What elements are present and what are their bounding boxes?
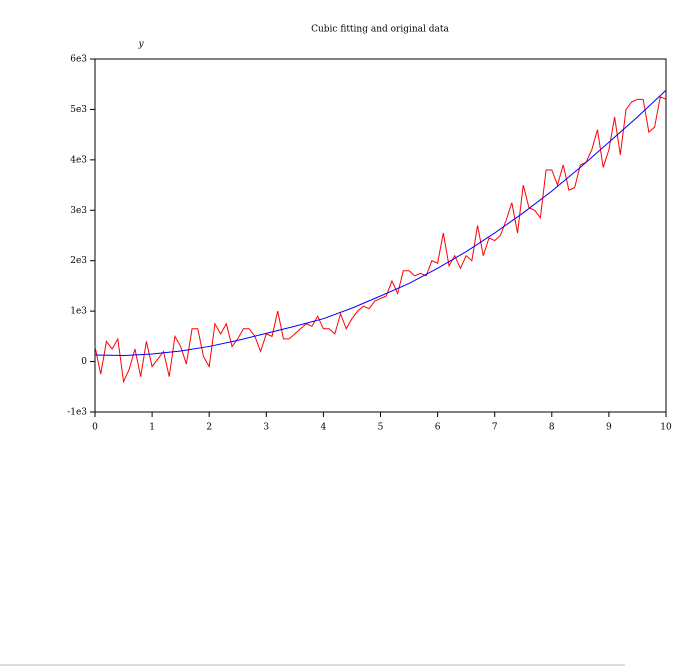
data-line <box>94 89 667 357</box>
y-tick-label: 4e3 <box>70 155 87 165</box>
plot-frame <box>94 58 667 413</box>
y-tick-label: 2e3 <box>70 256 87 266</box>
x-tick-label: 3 <box>263 423 269 433</box>
y-tick-label: 5e3 <box>70 105 87 115</box>
x-tick-label: 9 <box>606 423 612 433</box>
y-tick-label: 6e3 <box>70 55 87 65</box>
y-tick-label: -1e3 <box>67 408 87 418</box>
x-tick-label: 2 <box>206 423 212 433</box>
x-tick-label: 10 <box>660 423 672 433</box>
x-tick-label: 4 <box>321 423 327 433</box>
x-tick-label: 6 <box>435 423 441 433</box>
x-tick-label: 7 <box>492 423 498 433</box>
x-tick-label: 5 <box>378 423 384 433</box>
data-line <box>94 96 667 384</box>
y-tick-label: 1e3 <box>70 307 87 317</box>
y-tick-label: 0 <box>81 357 87 367</box>
x-tick-label: 1 <box>149 423 155 433</box>
x-tick-label: 8 <box>549 423 555 433</box>
y-tick-label: 3e3 <box>70 206 87 216</box>
x-tick-label: 0 <box>92 423 98 433</box>
y-axis-label: y <box>137 40 144 50</box>
chart-title: Cubic fitting and original data <box>311 25 449 35</box>
